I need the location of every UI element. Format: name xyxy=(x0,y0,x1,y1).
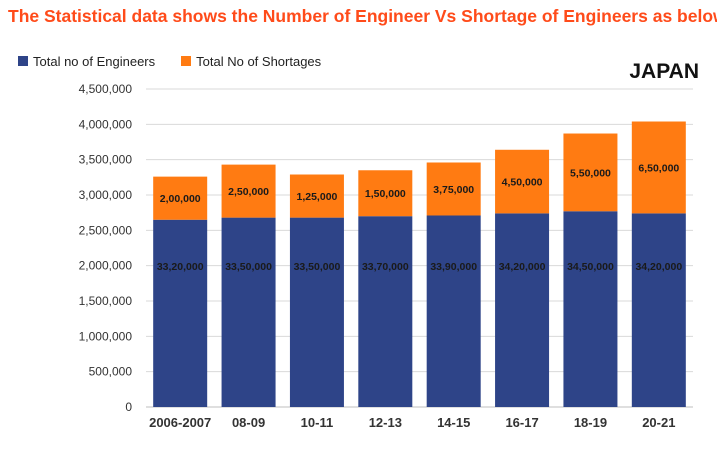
data-label-shortages: 3,75,000 xyxy=(433,184,474,196)
x-tick-label: 18-19 xyxy=(574,415,607,430)
legend-item-engineers: Total no of Engineers xyxy=(18,54,155,69)
chart-title: The Statistical data shows the Number of… xyxy=(8,6,717,26)
bar-engineers xyxy=(563,211,618,407)
x-tick-label: 16-17 xyxy=(505,415,538,430)
bar-shortages xyxy=(153,176,208,220)
bar-shortages xyxy=(221,164,276,218)
data-label-shortages: 5,50,000 xyxy=(570,167,611,179)
legend-label-shortages: Total No of Shortages xyxy=(196,53,322,69)
y-tick-label: 3,500,000 xyxy=(79,153,133,167)
bar-shortages xyxy=(563,133,618,212)
data-label-engineers: 33,20,000 xyxy=(157,261,204,273)
y-tick-label: 4,500,000 xyxy=(79,82,133,96)
legend-item-shortages: Total No of Shortages xyxy=(181,54,321,69)
x-tick-label: 2006-2007 xyxy=(149,415,211,430)
x-tick-label: 14-15 xyxy=(437,415,470,430)
data-label-engineers: 33,50,000 xyxy=(294,261,341,273)
y-tick-label: 2,500,000 xyxy=(79,223,133,237)
chart-legend: Total no of Engineers Total No of Shorta… xyxy=(18,52,347,70)
y-tick-label: 0 xyxy=(125,400,132,414)
data-label-shortages: 2,00,000 xyxy=(160,193,201,205)
country-label: JAPAN xyxy=(629,60,699,83)
x-tick-label: 12-13 xyxy=(369,415,402,430)
x-tick-label: 08-09 xyxy=(232,415,265,430)
data-label-engineers: 34,20,000 xyxy=(499,261,546,273)
y-tick-label: 1,000,000 xyxy=(79,329,133,343)
data-label-shortages: 1,25,000 xyxy=(297,191,338,203)
y-tick-label: 1,500,000 xyxy=(79,294,133,308)
data-label-engineers: 33,50,000 xyxy=(225,261,272,273)
data-label-engineers: 33,70,000 xyxy=(362,261,409,273)
x-tick-label: 10-11 xyxy=(301,415,334,430)
y-tick-label: 3,000,000 xyxy=(79,188,133,202)
data-label-shortages: 4,50,000 xyxy=(502,177,543,189)
data-label-shortages: 6,50,000 xyxy=(638,162,679,174)
legend-swatch-engineers xyxy=(18,56,28,66)
bar-engineers xyxy=(495,213,550,407)
bar-engineers xyxy=(358,216,413,407)
y-tick-label: 2,000,000 xyxy=(79,259,133,273)
data-label-engineers: 33,90,000 xyxy=(430,261,477,273)
bar-engineers xyxy=(289,217,344,407)
y-tick-label: 4,000,000 xyxy=(79,117,133,131)
bar-engineers xyxy=(631,213,686,407)
bar-engineers xyxy=(221,217,276,407)
bar-shortages xyxy=(426,162,481,216)
data-label-shortages: 1,50,000 xyxy=(365,188,406,200)
bar-shortages xyxy=(289,174,344,218)
bar-shortages xyxy=(495,149,550,214)
bar-shortages xyxy=(631,121,686,214)
legend-label-engineers: Total no of Engineers xyxy=(33,53,156,69)
bar-shortages xyxy=(358,170,413,217)
bar-engineers xyxy=(153,219,208,407)
legend-swatch-shortages xyxy=(181,56,192,66)
x-tick-label: 20-21 xyxy=(642,415,675,430)
data-label-engineers: 34,50,000 xyxy=(567,261,614,273)
y-tick-label: 500,000 xyxy=(89,365,133,379)
data-label-shortages: 2,50,000 xyxy=(228,186,269,198)
data-label-engineers: 34,20,000 xyxy=(635,261,682,273)
bar-engineers xyxy=(426,215,481,407)
